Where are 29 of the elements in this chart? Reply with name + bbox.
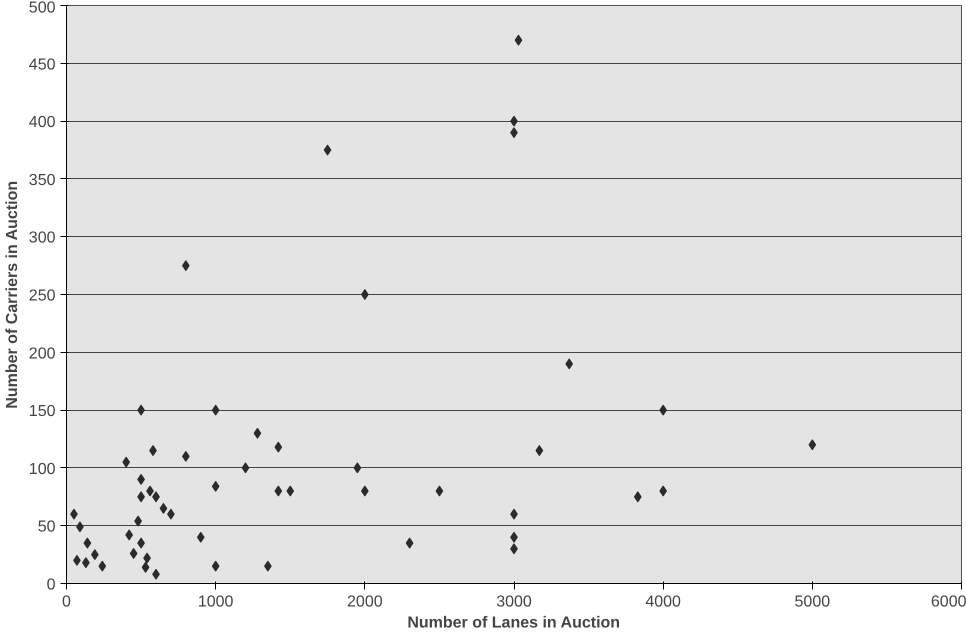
x-tick-label: 2000 bbox=[347, 594, 383, 610]
y-tick-label: 200 bbox=[28, 345, 56, 362]
point bbox=[196, 532, 205, 543]
point bbox=[361, 289, 369, 300]
y-tick-label: 300 bbox=[28, 230, 56, 247]
x-axis-title: Number of Lanes in Auction bbox=[407, 614, 620, 632]
x-tick-label: 6000 bbox=[930, 594, 966, 610]
point bbox=[98, 560, 106, 572]
y-tick-label: 250 bbox=[28, 288, 56, 304]
y-tick-label: 350 bbox=[28, 172, 56, 189]
y-tick-label: 450 bbox=[28, 56, 56, 74]
point bbox=[634, 491, 642, 502]
x-tick-label: 5000 bbox=[794, 594, 830, 610]
y-tick-label: 50 bbox=[38, 518, 56, 536]
point bbox=[324, 144, 332, 156]
y-axis-title: Number of Carriers in Auction bbox=[4, 180, 21, 409]
x-tick-label: 4000 bbox=[645, 594, 682, 610]
point bbox=[565, 358, 574, 370]
point bbox=[286, 486, 294, 497]
point bbox=[274, 442, 282, 453]
point bbox=[274, 486, 282, 497]
x-tick-label: 0 bbox=[62, 594, 72, 610]
x-tick-label: 3000 bbox=[496, 594, 532, 610]
y-tick-label: 500 bbox=[28, 0, 56, 16]
y-tick-label: 100 bbox=[28, 460, 56, 478]
x-tick-label: 1000 bbox=[198, 594, 234, 610]
y-tick-label: 0 bbox=[46, 576, 56, 594]
y-tick-label: 150 bbox=[28, 403, 56, 420]
y-tick-label: 400 bbox=[28, 114, 56, 132]
